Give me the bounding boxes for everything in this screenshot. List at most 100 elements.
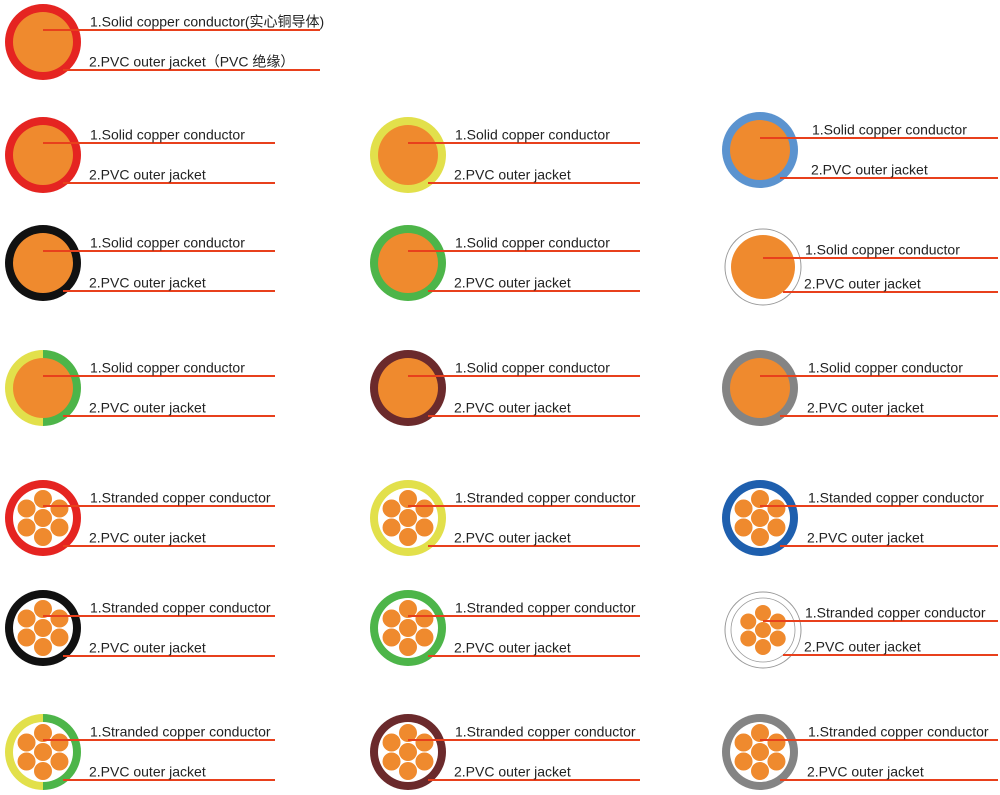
strand (16, 751, 37, 772)
cable: 1.Solid copper conductor 2.PVC outer jack… (5, 225, 275, 301)
cable: 1.Solid copper conductor 2.PVC outer jack… (370, 350, 640, 426)
strand (754, 621, 772, 639)
strand (398, 761, 418, 781)
strand (16, 627, 37, 648)
strand (733, 732, 754, 753)
strand (16, 608, 37, 629)
cable: 1.Stranded copper conductor 2.PVC outer j… (5, 714, 275, 790)
strand (33, 489, 53, 509)
strand (754, 638, 772, 656)
strand (398, 527, 418, 547)
conductor-label: 1.Stranded copper conductor (808, 724, 989, 740)
strand (750, 761, 770, 781)
cable: 1.Stranded copper conductor 2.PVC outer j… (5, 480, 275, 556)
cable: 1.Stranded copper conductor 2.PVC outer j… (5, 590, 275, 666)
strand (381, 608, 402, 629)
strand (766, 732, 787, 753)
strand (414, 517, 435, 538)
strand (398, 599, 418, 619)
jacket-label: 2.PVC outer jacket（PVC 绝缘） (89, 54, 294, 70)
conductor-label: 1.Standed copper conductor (808, 490, 984, 506)
strand (733, 517, 754, 538)
conductor (13, 125, 73, 185)
strand (381, 627, 402, 648)
strand (398, 637, 418, 657)
strand (414, 498, 435, 519)
strand (766, 517, 787, 538)
strand (33, 599, 53, 619)
strand (381, 732, 402, 753)
strand (33, 527, 53, 547)
conductor-label: 1.Solid copper conductor (808, 360, 963, 376)
jacket-label: 2.PVC outer jacket (804, 276, 921, 292)
cable: 1.Solid copper conductor 2.PVC outer jack… (722, 112, 998, 188)
conductor (378, 358, 438, 418)
jacket-label: 2.PVC outer jacket (807, 530, 924, 546)
cable: 1.Solid copper conductor 2.PVC outer jack… (724, 228, 998, 306)
conductor (13, 358, 73, 418)
conductor-label: 1.Solid copper conductor (90, 360, 245, 376)
cable: 1.Solid copper conductor 2.PVC outer jack… (5, 350, 275, 426)
strand (398, 723, 418, 743)
cable: 1.Stranded copper conductor 2.PVC outer j… (370, 480, 640, 556)
strand (49, 751, 70, 772)
jacket-label: 2.PVC outer jacket (89, 400, 206, 416)
strand (398, 489, 418, 509)
strand (33, 637, 53, 657)
conductor-label: 1.Solid copper conductor(实心铜导体) (90, 14, 324, 30)
jacket-label: 2.PVC outer jacket (454, 640, 571, 656)
strand (414, 608, 435, 629)
conductor-label: 1.Solid copper conductor (455, 360, 610, 376)
strand (398, 508, 418, 528)
conductor-label: 1.Solid copper conductor (90, 127, 245, 143)
conductor (378, 233, 438, 293)
strand (49, 498, 70, 519)
strand (33, 508, 53, 528)
strand (33, 761, 53, 781)
strand (414, 732, 435, 753)
cable: 1.Stranded copper conductor 2.PVC outer j… (724, 591, 998, 669)
cable: 1.Solid copper conductor 2.PVC outer jack… (5, 117, 275, 193)
strand (16, 498, 37, 519)
strand (33, 723, 53, 743)
strand (49, 732, 70, 753)
cable: 1.Stranded copper conductor 2.PVC outer j… (370, 590, 640, 666)
strand (766, 751, 787, 772)
strand (750, 723, 770, 743)
conductor (378, 125, 438, 185)
conductor-label: 1.Stranded copper conductor (455, 600, 636, 616)
cable: 1.Solid copper conductor 2.PVC outer jack… (722, 350, 998, 426)
strand (33, 742, 53, 762)
strand (766, 498, 787, 519)
jacket-label: 2.PVC outer jacket (89, 275, 206, 291)
conductor-label: 1.Solid copper conductor (455, 235, 610, 251)
conductor-label: 1.Solid copper conductor (90, 235, 245, 251)
strand (750, 508, 770, 528)
conductor (13, 233, 73, 293)
cable: 1.Standed copper conductor 2.PVC outer ja… (722, 480, 998, 556)
jacket-label: 2.PVC outer jacket (89, 530, 206, 546)
jacket-label: 2.PVC outer jacket (89, 640, 206, 656)
strand (49, 517, 70, 538)
jacket-label: 2.PVC outer jacket (454, 530, 571, 546)
conductor-label: 1.Solid copper conductor (812, 122, 967, 138)
strand (49, 627, 70, 648)
jacket-label: 2.PVC outer jacket (89, 167, 206, 183)
jacket-label: 2.PVC outer jacket (454, 764, 571, 780)
cable: 1.Solid copper conductor 2.PVC outer jack… (370, 117, 640, 193)
strand (750, 742, 770, 762)
jacket-label: 2.PVC outer jacket (454, 275, 571, 291)
strand (754, 604, 772, 622)
strand (381, 498, 402, 519)
conductor (730, 358, 790, 418)
strand (750, 489, 770, 509)
conductor-label: 1.Stranded copper conductor (805, 605, 986, 621)
strand (16, 517, 37, 538)
strand (33, 618, 53, 638)
cable: 1.Solid copper conductor(实心铜导体) 2.PVC out… (5, 4, 324, 80)
strand (733, 498, 754, 519)
conductor-label: 1.Solid copper conductor (805, 242, 960, 258)
cable: 1.Stranded copper conductor 2.PVC outer j… (722, 714, 998, 790)
strand (739, 629, 758, 648)
